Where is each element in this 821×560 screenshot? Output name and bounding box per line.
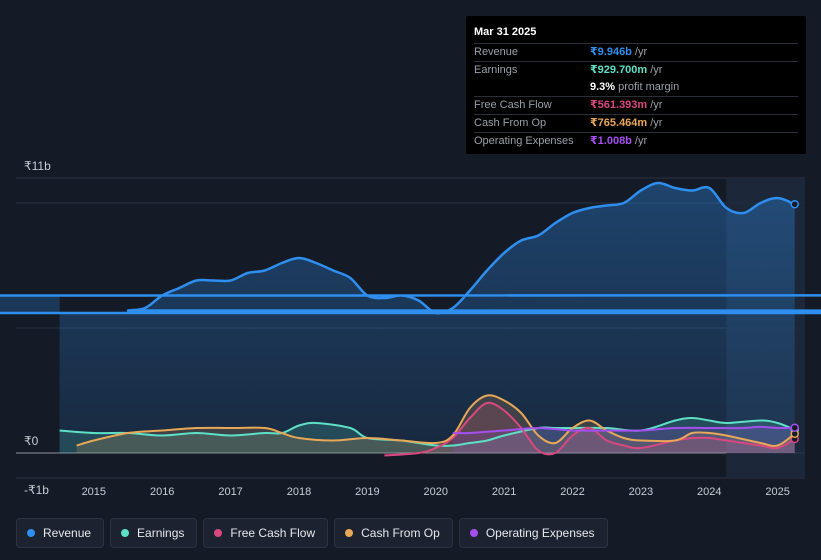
earnings-area bbox=[59, 418, 795, 453]
x-tick-label: 2021 bbox=[492, 486, 516, 498]
tooltip-unit: /yr bbox=[634, 135, 648, 147]
line-layer bbox=[0, 181, 821, 457]
cash-from-op-area bbox=[76, 395, 795, 453]
y-tick-label: ₹11b bbox=[24, 159, 51, 173]
revenue-area bbox=[0, 182, 821, 453]
tooltip-unit: /yr bbox=[634, 46, 648, 58]
legend-item-earnings[interactable]: Earnings bbox=[110, 518, 198, 548]
tooltip-value: ₹1.008b bbox=[590, 135, 632, 147]
legend-dot-icon bbox=[121, 529, 130, 537]
tooltip-row-revenue: Revenue ₹9.946b /yr bbox=[474, 43, 798, 61]
tooltip-unit: profit margin bbox=[618, 81, 680, 93]
x-tick-label: 2025 bbox=[765, 486, 789, 498]
revenue-endpoint bbox=[790, 200, 799, 209]
x-tick-label: 2022 bbox=[560, 486, 584, 498]
tooltip-unit: /yr bbox=[650, 99, 663, 111]
tooltip-label: Operating Expenses bbox=[474, 135, 574, 147]
tooltip-row-profit-margin: 9.3% profit margin bbox=[474, 79, 798, 96]
legend-dot-icon bbox=[214, 529, 223, 537]
tooltip-value: ₹9.946b bbox=[590, 46, 632, 58]
chart-legend: Revenue Earnings Free Cash Flow Cash Fro… bbox=[16, 518, 608, 548]
tick-layer: ₹11b ₹0 -₹1b 2015 2016 2017 2018 2019 2020 2021 20… bbox=[24, 159, 790, 498]
tooltip-row-cash-from-op: Cash From Op ₹765.464m /yr bbox=[474, 114, 798, 132]
legend-dot-icon bbox=[345, 529, 354, 537]
x-tick-label: 2023 bbox=[629, 486, 653, 498]
legend-dot-icon bbox=[469, 529, 478, 537]
x-tick-label: 2024 bbox=[697, 486, 721, 498]
legend-label: Operating Expenses bbox=[485, 526, 595, 540]
tooltip-row-earnings: Earnings ₹929.700m /yr bbox=[474, 61, 798, 79]
tooltip-value: ₹929.700m bbox=[590, 64, 648, 76]
tooltip-label bbox=[474, 79, 590, 96]
free-cash-flow-area bbox=[384, 402, 795, 456]
legend-dot-icon bbox=[27, 529, 35, 537]
tooltip-unit: /yr bbox=[650, 64, 663, 76]
x-tick-label: 2016 bbox=[150, 486, 174, 498]
legend-label: Revenue bbox=[43, 526, 92, 540]
legend-label: Cash From Op bbox=[361, 526, 440, 540]
tooltip-unit: /yr bbox=[650, 117, 663, 129]
tooltip-label: Free Cash Flow bbox=[474, 99, 552, 111]
legend-item-free-cash-flow[interactable]: Free Cash Flow bbox=[203, 518, 329, 548]
earnings-line bbox=[59, 417, 796, 447]
tooltip-value: ₹561.393m bbox=[590, 99, 648, 111]
x-tick-label: 2020 bbox=[423, 486, 447, 498]
x-tick-label: 2018 bbox=[287, 486, 311, 498]
tooltip-label: Earnings bbox=[474, 64, 518, 76]
y-tick-label: ₹0 bbox=[24, 434, 39, 448]
tooltip-row-operating-expenses: Operating Expenses ₹1.008b /yr bbox=[474, 132, 798, 150]
tooltip-value: ₹765.464m bbox=[590, 117, 648, 129]
tooltip-row-free-cash-flow: Free Cash Flow ₹561.393m /yr bbox=[474, 96, 798, 114]
x-tick-label: 2015 bbox=[82, 486, 106, 498]
tooltip-label: Revenue bbox=[474, 46, 519, 58]
legend-item-revenue[interactable]: Revenue bbox=[16, 518, 105, 548]
legend-item-operating-expenses[interactable]: Operating Expenses bbox=[458, 518, 608, 548]
x-tick-label: 2017 bbox=[218, 486, 242, 498]
legend-label: Earnings bbox=[137, 526, 185, 540]
tooltip-date: Mar 31 2025 bbox=[474, 26, 537, 38]
operating-expenses-endpoint bbox=[790, 423, 799, 432]
cash-from-op-line bbox=[76, 394, 796, 447]
y-tick-label: -₹1b bbox=[24, 483, 49, 497]
x-tick-label: 2019 bbox=[355, 486, 379, 498]
legend-item-cash-from-op[interactable]: Cash From Op bbox=[334, 518, 453, 548]
area-layer bbox=[0, 182, 821, 456]
operating-expenses-line bbox=[452, 425, 795, 435]
revenue-line bbox=[0, 181, 821, 315]
tooltip-value: 9.3% bbox=[590, 81, 616, 93]
legend-label: Free Cash Flow bbox=[230, 526, 316, 540]
tooltip-label: Cash From Op bbox=[474, 117, 547, 129]
data-tooltip: Mar 31 2025 Revenue ₹9.946b /yr Earnings… bbox=[466, 16, 806, 154]
